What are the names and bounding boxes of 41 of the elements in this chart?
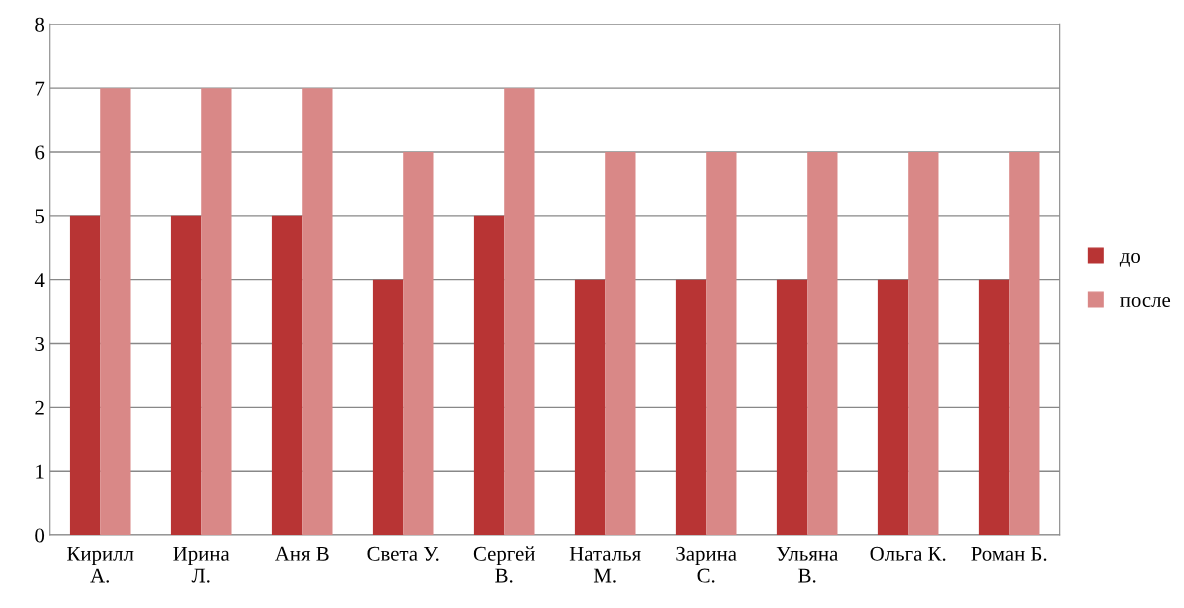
bar [605,152,636,536]
bar [403,152,434,536]
y-tick-label: 2 [35,400,44,415]
x-tick-label: Наталья М. [569,546,641,583]
x-tick-label: Аня В [274,546,329,561]
y-tick-label: 1 [36,464,44,479]
bar [807,152,838,536]
y-tick-label: 7 [35,81,45,96]
bar [908,152,939,536]
x-tick-label: Ирина Л. [173,546,230,583]
y-tick-label: 0 [35,528,45,543]
x-tick-label: Ольга К. [870,546,946,561]
y-tick-label: 8 [35,17,45,32]
x-tick-label: Света У. [367,546,439,561]
x-tick-label: Зарина С. [676,546,737,583]
bar [372,279,404,536]
y-tick-label: 3 [35,336,45,351]
legend-label: до [1119,252,1140,267]
bar [170,215,202,536]
bar [706,152,737,536]
y-tick-label: 6 [35,145,45,160]
x-tick-label: Ульяна В. [776,546,839,583]
bar [675,279,707,536]
bar [978,279,1010,536]
bar [776,279,808,536]
bar [100,88,131,536]
bar [271,215,303,536]
bar [473,215,505,536]
y-tick-label: 4 [34,273,45,287]
x-tick-label: Кирилл А. [67,546,134,583]
bar [302,88,333,536]
legend-label: после [1120,296,1171,307]
bar [574,279,606,536]
y-tick-label: 5 [35,209,45,224]
x-tick-label: Роман Б. [971,546,1047,561]
bar [69,215,101,536]
bar [1009,152,1040,536]
bar [201,88,232,536]
bar [877,279,909,536]
bar [504,88,535,536]
x-tick-label: Сергей В. [473,546,535,583]
